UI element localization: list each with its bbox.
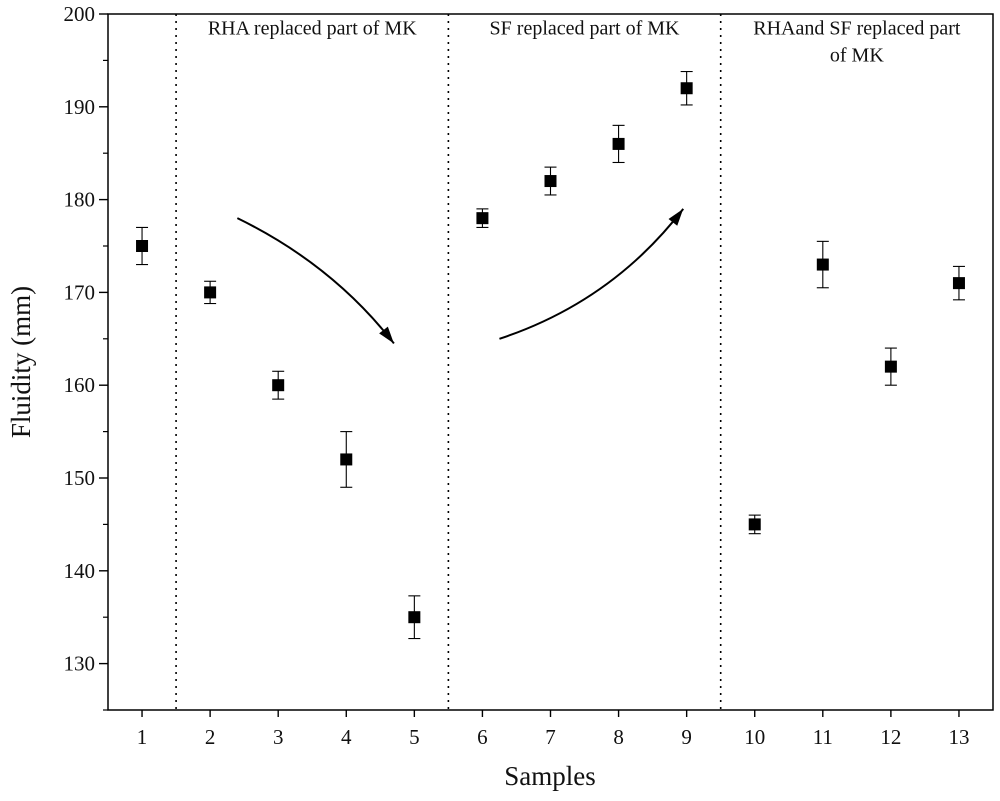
region-labels: RHA replaced part of MK SF replaced part … bbox=[208, 18, 961, 67]
x-tick-label: 4 bbox=[341, 725, 352, 749]
x-tick-label: 6 bbox=[477, 725, 488, 749]
x-tick-label: 12 bbox=[880, 725, 901, 749]
y-tick-label: 150 bbox=[64, 466, 96, 490]
y-tick-label: 160 bbox=[64, 373, 96, 397]
data-point-5 bbox=[408, 611, 421, 624]
y-axis-title: Fluidity (mm) bbox=[6, 286, 36, 438]
y-axis-ticks: 130 140 150 160 170 180 190 200 bbox=[64, 2, 108, 711]
region-label-2-line-1: SF replaced part of MK bbox=[490, 18, 681, 40]
increasing-trend-arrow bbox=[499, 208, 685, 340]
x-tick-label: 8 bbox=[613, 725, 624, 749]
region-label-3-line-2: of MK bbox=[830, 45, 884, 67]
region-label-1-line-1: RHA replaced part of MK bbox=[208, 18, 417, 40]
data-point-6 bbox=[476, 212, 489, 225]
data-point-9 bbox=[680, 82, 693, 95]
data-point-7 bbox=[544, 175, 557, 188]
plot-frame bbox=[107, 13, 994, 711]
x-axis-title: Samples bbox=[504, 761, 596, 791]
data-points bbox=[136, 70, 965, 640]
data-point-2 bbox=[204, 286, 217, 299]
y-tick-label: 200 bbox=[64, 2, 96, 26]
data-point-8 bbox=[612, 137, 625, 150]
x-tick-label: 11 bbox=[813, 725, 833, 749]
y-tick-label: 140 bbox=[64, 559, 96, 583]
x-tick-label: 1 bbox=[137, 725, 148, 749]
y-tick-label: 170 bbox=[64, 280, 96, 304]
y-tick-label: 130 bbox=[64, 652, 96, 676]
x-axis-ticks: 1 2 3 4 5 6 7 8 9 10 11 12 13 bbox=[137, 710, 969, 749]
y-tick-label: 180 bbox=[64, 188, 96, 212]
x-tick-label: 7 bbox=[545, 725, 556, 749]
region-label-3-line-1: RHAand SF replaced part bbox=[753, 18, 961, 40]
decreasing-trend-arrow bbox=[236, 217, 395, 345]
x-tick-label: 2 bbox=[205, 725, 216, 749]
data-point-13 bbox=[952, 277, 965, 290]
x-tick-label: 13 bbox=[948, 725, 969, 749]
region-dividers bbox=[175, 14, 722, 710]
data-point-4 bbox=[340, 453, 353, 466]
data-point-1 bbox=[136, 240, 149, 252]
x-tick-label: 9 bbox=[681, 725, 692, 749]
x-tick-label: 3 bbox=[273, 725, 284, 749]
decreasing-trend-arrow-head bbox=[379, 326, 394, 344]
trend-arrows bbox=[236, 208, 685, 345]
data-point-10 bbox=[748, 518, 761, 531]
data-point-3 bbox=[272, 379, 285, 392]
data-point-11 bbox=[816, 258, 829, 271]
increasing-trend-arrow-head bbox=[668, 208, 684, 226]
y-tick-label: 190 bbox=[64, 95, 96, 119]
x-tick-label: 5 bbox=[409, 725, 420, 749]
data-point-12 bbox=[884, 360, 897, 373]
x-tick-label: 10 bbox=[744, 725, 765, 749]
